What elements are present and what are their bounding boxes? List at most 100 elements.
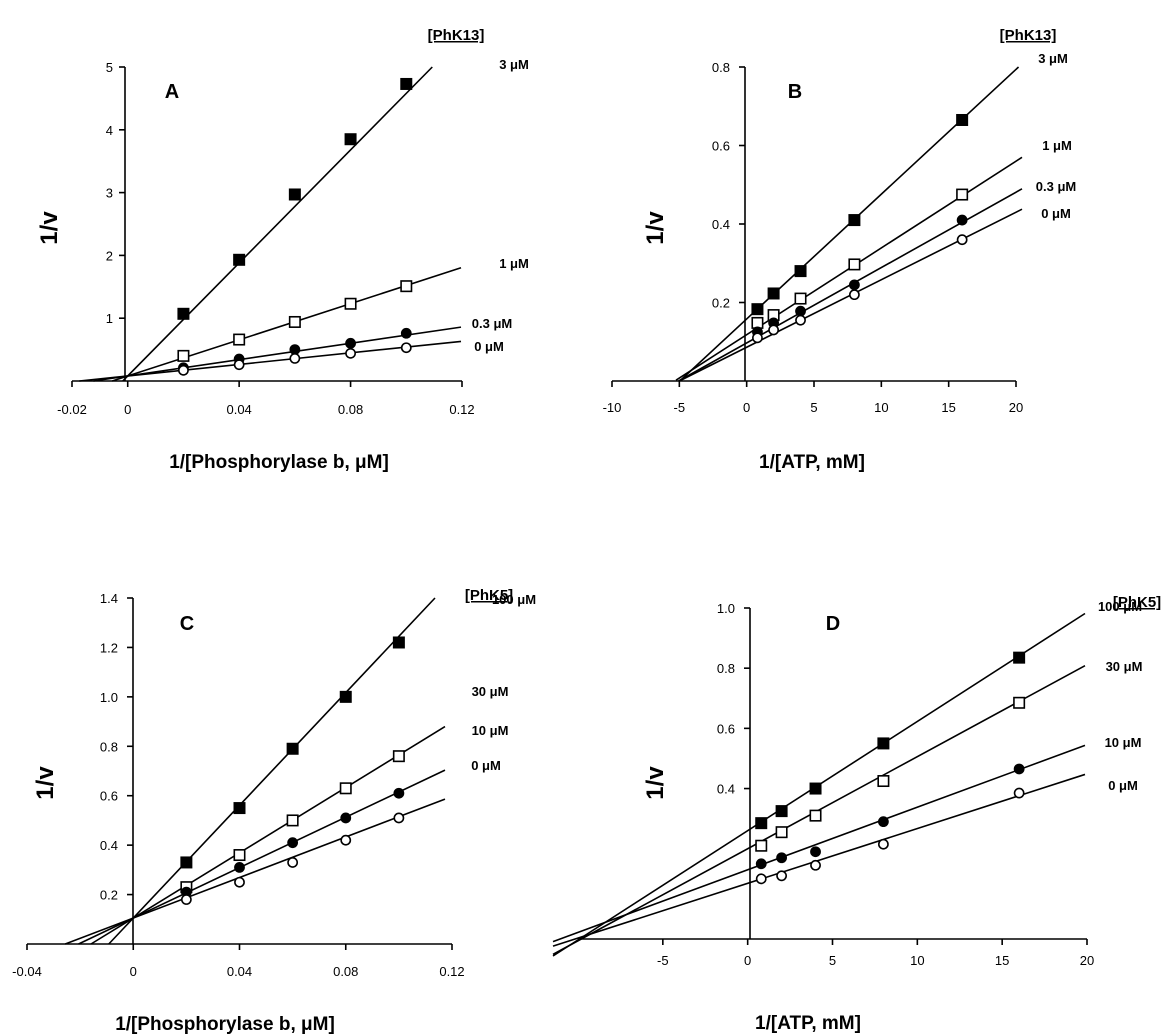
data-point [339,690,352,703]
data-point [288,188,301,201]
data-point [345,337,356,349]
panel-a: -0.02 0 0.04 0.08 0.12 1 2 3 4 5 A [PhK13] 1/[Phosph… [36,27,529,473]
x-tick-label: 0.12 [449,402,474,417]
y-axis-label: 1/v [642,211,669,245]
x-axis-label: 1/[Phosphorylase b, μM] [169,452,389,473]
data-point [286,814,299,827]
x-tick-label: 0.08 [333,964,358,979]
data-point [233,359,245,371]
y-tick-label: 0.6 [712,139,730,154]
panel-d: -5 0 5 10 15 20 0.4 0.6 0.8 1.0 D [PhK5] 1/[ATP, mM]… [552,594,1161,1034]
data-point [339,782,352,795]
data-point [755,858,767,870]
series-open-circle: 0 μM [678,206,1071,382]
data-point [810,859,821,871]
data-point [392,636,405,649]
data-point [752,332,763,344]
data-point [776,870,787,882]
x-tick-label: -5 [674,400,686,415]
data-point [956,188,969,201]
data-point [755,873,767,885]
data-point [287,857,299,868]
data-point [233,333,246,346]
y-tick-label: 0.8 [717,661,735,676]
legend-title: [PhK5] [465,587,513,604]
data-point [340,834,352,846]
data-point [180,856,193,869]
x-tick-label: 0 [744,953,751,968]
legend-title: [PhK13] [1000,27,1057,44]
data-point [344,133,357,146]
x-tick-label: -10 [603,400,622,415]
series-label: 1 μM [1042,138,1072,153]
y-tick-label: 1 [106,311,113,326]
series-filled-square: 100 μM [108,592,536,945]
x-axis-label: 1/[Phosphorylase b, μM] [115,1014,335,1034]
panel-c: -0.04 0 0.04 0.08 0.12 0.2 0.4 0.6 0.8 1.0 1.2 1.4 C… [12,587,536,1034]
series-open-circle: 0 μM [79,339,504,382]
x-tick-label: 0 [124,402,131,417]
x-tick-label: 0.04 [226,402,251,417]
y-tick-label: 3 [106,186,113,201]
series-label: 0 μM [1041,206,1071,221]
data-point [849,289,860,301]
data-point [400,327,412,339]
data-point [755,817,768,830]
series-label: 30 μM [1106,659,1143,674]
data-point [877,775,890,788]
panel-letter: A [165,81,179,103]
data-point [809,809,822,822]
data-point [393,812,405,824]
data-point [393,787,405,799]
y-tick-label: 4 [106,123,113,138]
y-tick-label: 1.2 [100,640,118,655]
series-label: 0 μM [1108,778,1138,793]
data-point [848,214,861,227]
x-tick-label: 5 [829,953,836,968]
series-open-square: 30 μM [552,659,1143,956]
x-tick-label: 5 [810,400,817,415]
data-point [810,846,821,858]
series-label: 3 μM [1038,51,1068,66]
data-point [751,303,764,316]
y-tick-label: 0.4 [712,217,730,232]
data-point [878,838,889,850]
fit-line [93,326,462,382]
series-open-square: 30 μM [90,684,508,945]
series-label: 10 μM [1105,735,1142,750]
data-point [345,347,356,359]
legend-title: [PhK5] [1113,594,1161,611]
x-axis-label: 1/[ATP, mM] [759,452,865,473]
series-label: 1 μM [499,256,529,271]
data-point [287,837,299,849]
y-tick-label: 1.0 [717,601,735,616]
series-filled-square: 3 μM [679,51,1068,382]
data-point [400,280,413,293]
y-axis-label: 1/v [36,211,63,245]
y-tick-label: 1.0 [100,690,118,705]
data-point [755,839,768,852]
series-open-square: 1 μM [675,138,1072,381]
x-tick-label: 0 [743,400,750,415]
series-filled-circle: 10 μM [552,735,1142,943]
data-point [233,849,246,862]
series-label: 100 μM [492,592,536,607]
x-tick-label: 10 [874,400,888,415]
data-point [234,861,245,873]
x-tick-label: 0.08 [338,402,363,417]
data-point [1013,651,1026,664]
data-point [956,113,969,126]
data-point [177,307,190,320]
series-label: 100 μM [1098,599,1142,614]
x-axis-label: 1/[ATP, mM] [755,1013,861,1034]
x-tick-label: -0.04 [12,964,42,979]
data-point [340,812,352,824]
series-filled-circle: 0.3 μM [93,316,512,382]
data-point [392,750,405,763]
data-point [775,826,788,839]
x-tick-label: 20 [1009,400,1023,415]
series-filled-circle: 10 μM [78,723,508,945]
data-point [877,737,890,750]
y-axis-label: 1/v [32,766,59,800]
